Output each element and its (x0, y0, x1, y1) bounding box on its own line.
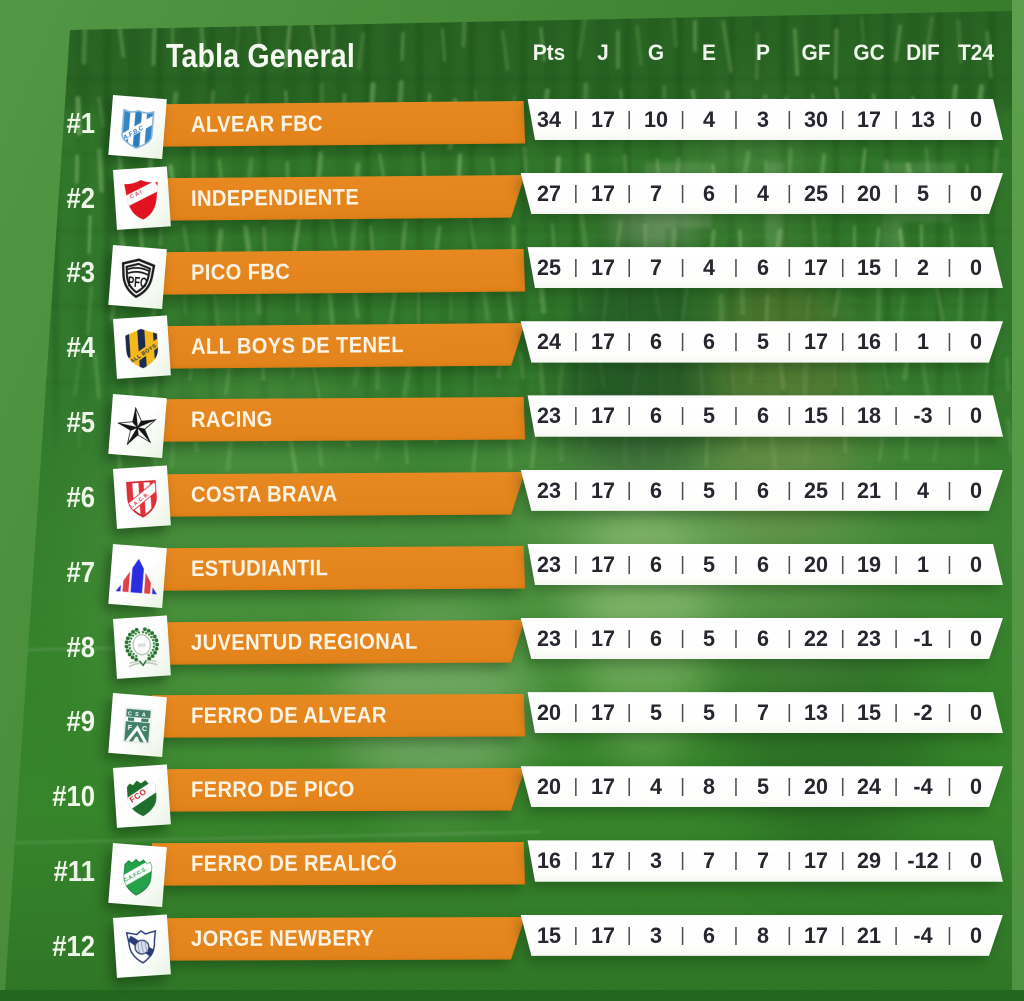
svg-text:O: O (134, 737, 139, 743)
svg-text:C: C (142, 725, 148, 733)
svg-text:F: F (127, 723, 133, 731)
svg-text:C A I: C A I (129, 189, 143, 200)
svg-text:CSA: CSA (128, 711, 149, 719)
svg-text:PFC: PFC (127, 273, 148, 290)
